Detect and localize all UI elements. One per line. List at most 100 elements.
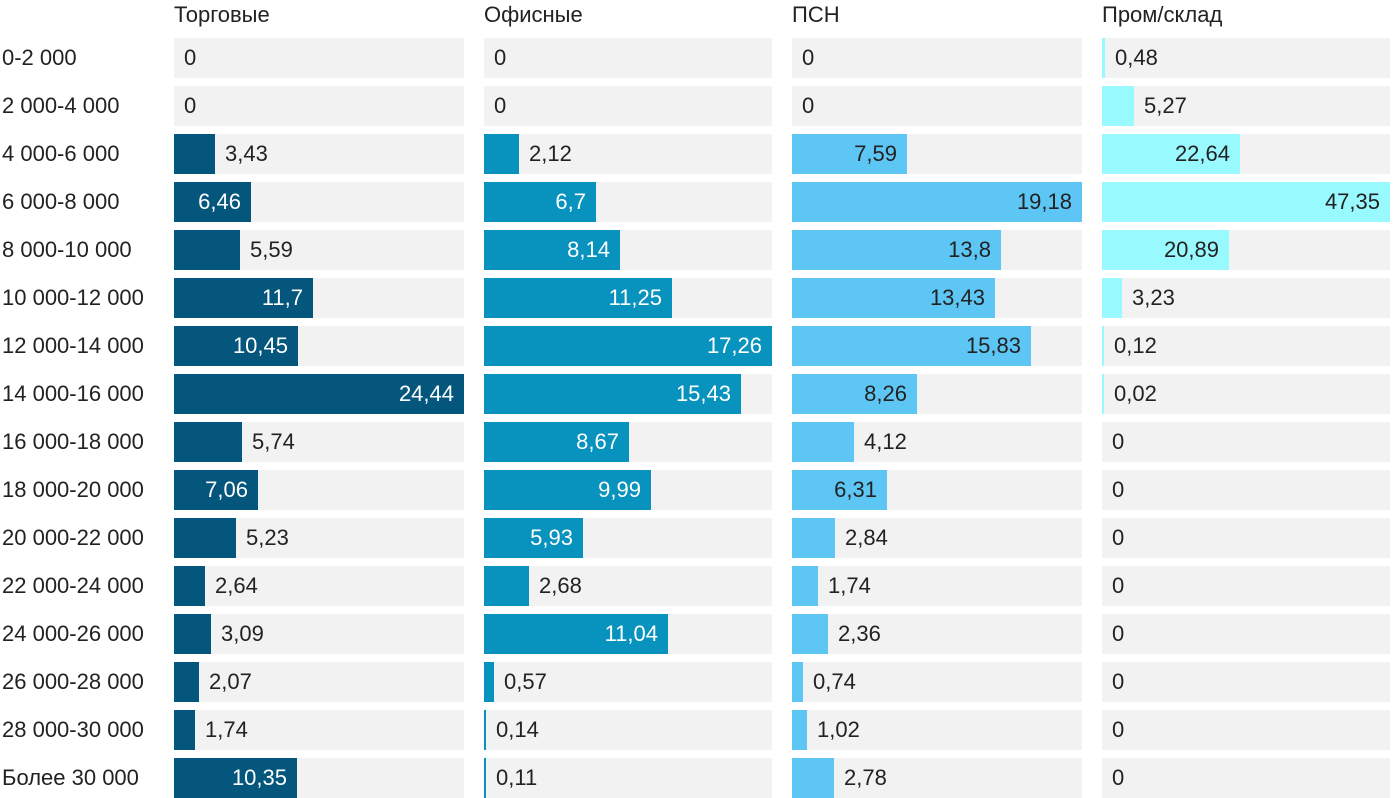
data-label: 6,31 [834,477,877,502]
bar-track [1102,566,1390,606]
data-label: 0,12 [1114,333,1157,358]
bar-track [1102,710,1390,750]
bar-track [1102,86,1390,126]
bar [1102,38,1105,78]
bar-track [1102,374,1390,414]
data-label: 8,67 [576,429,619,454]
bar [174,470,258,510]
bar [792,230,1001,270]
bar [484,614,668,654]
bar [792,134,907,174]
bar-track [174,86,464,126]
bar [174,182,251,222]
bar [484,710,486,750]
bar [792,662,803,702]
data-label: 22,64 [1174,141,1230,166]
bar-track [174,38,464,78]
bar [1102,326,1104,366]
bar-track [484,86,772,126]
data-label: 2,68 [539,573,582,598]
data-label: 2,07 [209,669,252,694]
data-label: 10,35 [231,765,287,790]
bar [792,710,807,750]
bar-track [174,710,464,750]
data-label: 6,7 [555,189,586,214]
data-label: 11,25 [608,285,662,310]
bar [792,422,854,462]
bar [792,758,834,798]
data-label: 0 [802,45,815,70]
data-label: 3,23 [1132,285,1175,310]
bar [484,518,583,558]
data-label: 0 [184,93,197,118]
bar [484,182,596,222]
bar-track [1102,326,1390,366]
data-label: 0 [494,93,507,118]
category-label: 20 000-22 000 [2,525,144,550]
data-label: 0,02 [1114,381,1157,406]
data-label: 7,06 [205,477,248,502]
bar-track [792,38,1082,78]
data-label: 0 [1112,477,1125,502]
bar [484,758,486,798]
bar [792,374,917,414]
bar [1102,134,1240,174]
category-label: Более 30 000 [2,765,139,790]
data-label: 0 [494,45,507,70]
bar-track [792,662,1082,702]
bar [792,326,1031,366]
data-label: 11,7 [261,285,303,310]
bar [1102,230,1229,270]
category-label: 6 000-8 000 [2,189,120,214]
bar [1102,278,1122,318]
bar-track [174,614,464,654]
category-label: 2 000-4 000 [2,93,120,118]
bar [792,182,1082,222]
category-label: 24 000-26 000 [2,621,144,646]
bar-track [1102,422,1390,462]
data-label: 20,89 [1163,237,1219,262]
bar-track [792,518,1082,558]
data-label: 0 [184,45,197,70]
data-label: 5,93 [530,525,573,550]
data-label: 0 [802,93,815,118]
bar-track [484,566,772,606]
bar [484,278,672,318]
data-label: 47,35 [1324,189,1380,214]
data-label: 0 [1112,717,1125,742]
data-label: 17,26 [706,333,762,358]
panel-title: Торговые [174,2,270,27]
data-label: 8,14 [567,237,610,262]
bar [174,374,464,414]
bar-track [484,662,772,702]
bar [1102,374,1104,414]
bar-track [174,662,464,702]
data-label: 3,43 [225,141,268,166]
data-label: 5,23 [246,525,289,550]
bar [174,230,240,270]
panel-title: Пром/склад [1102,2,1223,27]
bar-track [792,710,1082,750]
data-label: 8,26 [864,381,907,406]
bar [174,422,242,462]
data-label: 2,36 [838,621,881,646]
bar-track [1102,38,1390,78]
bar-track [484,134,772,174]
bar [484,326,772,366]
data-label: 2,84 [845,525,888,550]
data-label: 15,43 [675,381,731,406]
bar [792,614,828,654]
bar [792,518,835,558]
data-label: 0,48 [1115,45,1158,70]
category-label: 26 000-28 000 [2,669,144,694]
data-label: 24,44 [398,381,454,406]
data-label: 1,02 [817,717,860,742]
bar [174,662,199,702]
data-label: 0,14 [496,717,539,742]
data-label: 6,46 [198,189,241,214]
bar [1102,182,1390,222]
data-label: 5,59 [250,237,293,262]
data-label: 0 [1112,765,1125,790]
data-label: 1,74 [828,573,871,598]
